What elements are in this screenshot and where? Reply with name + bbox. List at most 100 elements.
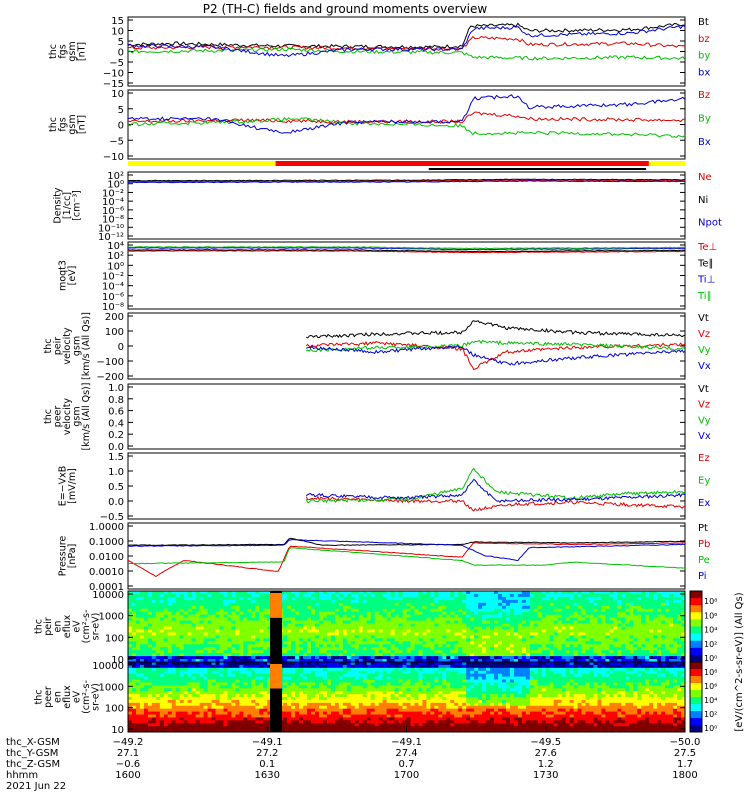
x-tick-value: 1800 <box>672 770 697 781</box>
colorbar-cell <box>690 683 702 691</box>
svg-text:moqt3: moqt3 <box>57 260 68 291</box>
x-row-label: hhmm <box>6 770 38 781</box>
x-tick-value: 1630 <box>255 770 280 781</box>
series-line-temp-3 <box>128 246 686 250</box>
y-tick-label: −10 <box>103 152 124 163</box>
colorbar-cell <box>690 598 702 606</box>
x-tick-value: 1730 <box>533 770 558 781</box>
y-tick-label: 1.0 <box>108 383 124 394</box>
y-tick-label: 0.5 <box>108 482 124 493</box>
y-tick-label: 10⁻⁴ <box>102 197 124 208</box>
y-tick-label: 10⁻⁶ <box>102 292 124 303</box>
spectrogram-cells <box>128 662 686 733</box>
panel-peir_spec: 10000 1000 100 10 thcpeirenefluxeV(cm²-s-sr-… <box>34 590 686 666</box>
series-line-fgs-0 <box>127 22 686 50</box>
colorbar-cell <box>690 612 702 620</box>
y-tick-label: 100 <box>105 327 124 338</box>
legend-efield-2: Ex <box>698 498 710 509</box>
legend-peer_vel-1: Vz <box>698 400 710 411</box>
x-tick-value: −50.0 <box>670 737 701 748</box>
series-line-peir_vel-3 <box>305 344 686 366</box>
legend-peir_vel-2: Vy <box>698 345 711 356</box>
svg-text:velocity: velocity <box>62 398 73 436</box>
x-row-label: thc_X-GSM <box>6 737 60 748</box>
svg-text:peer: peer <box>53 406 64 428</box>
y-tick-label: 1.5 <box>108 452 124 463</box>
svg-text:fgs: fgs <box>57 44 68 58</box>
y-tick-label: 15 <box>111 16 124 27</box>
y-tick-label: 10⁻⁸ <box>102 215 124 226</box>
y-tick-label: 10⁻² <box>102 188 124 199</box>
y-tick-label: 200 <box>105 312 124 323</box>
colorbar-cell <box>690 662 702 670</box>
legend-temp-0: Te⊥ <box>697 242 717 253</box>
legend-fgs-2: by <box>698 51 710 62</box>
y-tick-label: 0 <box>118 342 124 353</box>
y-tick-label: 10 <box>111 27 124 38</box>
y-tick-label: 10 <box>111 725 124 736</box>
legend-peer_vel-3: Vx <box>698 431 711 442</box>
x-tick-value: 0.1 <box>259 759 275 770</box>
x-row-label: thc_Z-GSM <box>6 759 60 770</box>
series-line-pressure-2 <box>127 547 686 569</box>
y-tick-label: −0.5 <box>100 512 124 523</box>
svg-text:Pressure: Pressure <box>57 536 68 577</box>
y-tick-label: 0.1000 <box>89 537 124 548</box>
series-line-fgs2-1 <box>127 116 686 138</box>
series-line-peir_vel-1 <box>305 340 686 371</box>
y-tick-label: 100 <box>105 633 124 644</box>
x-tick-value: 0.7 <box>399 759 415 770</box>
colorbar-label: [eV/(cm^2-s-sr-eV)] (All Qs) <box>734 592 745 731</box>
chart-title: P2 (TH-C) fields and ground moments over… <box>203 2 488 16</box>
svg-text:sr-eV): sr-eV) <box>91 613 102 641</box>
colorbar-cell <box>690 647 702 656</box>
y-tick-label: 1000 <box>99 682 124 693</box>
colorbar-tick: 10⁴ <box>704 696 717 705</box>
legend-density-1: Ni <box>698 195 708 206</box>
y-tick-label: 0 <box>118 121 124 132</box>
y-tick-label: −100 <box>97 357 124 368</box>
x-tick-value: −49.1 <box>252 737 283 748</box>
series-line-temp-0 <box>128 250 686 254</box>
svg-text:fgs: fgs <box>57 117 68 131</box>
y-tick-label: 10⁰ <box>107 261 124 272</box>
y-tick-label: 10⁻² <box>102 272 124 283</box>
colorbar-tick: 10² <box>704 710 717 719</box>
legend-peer_vel-0: Vt <box>698 384 709 395</box>
svg-text:eflux: eflux <box>62 614 73 638</box>
y-tick-label: 10² <box>107 171 124 182</box>
colorbar-cell <box>690 676 702 684</box>
x-tick-value: −49.5 <box>530 737 561 748</box>
colorbar-cell <box>690 725 702 733</box>
y-tick-label: −200 <box>97 372 124 383</box>
svg-text:eV: eV <box>72 620 83 633</box>
y-tick-label: 1.0 <box>108 467 124 478</box>
legend-fgs-3: bx <box>698 68 710 79</box>
svg-text:Density: Density <box>53 187 64 223</box>
y-tick-label: 0.0 <box>108 497 124 508</box>
y-tick-label: 10⁻¹⁰ <box>98 223 124 234</box>
x-tick-value: 1.7 <box>677 759 693 770</box>
y-tick-label: 0.0010 <box>89 567 124 578</box>
series-line-pressure-3 <box>127 538 686 562</box>
colorbar-tick: 10² <box>704 640 717 649</box>
series-line-peir_vel-0 <box>305 320 686 339</box>
svg-text:thc: thc <box>34 619 45 634</box>
series-line-efield-1 <box>305 467 686 504</box>
colorbar-tick: 10⁶ <box>704 611 717 620</box>
legend-fgs2-1: By <box>698 114 711 125</box>
svg-text:[mV/m]: [mV/m] <box>67 468 78 504</box>
y-tick-label: 10 <box>111 89 124 100</box>
y-tick-label: −10 <box>103 69 124 80</box>
svg-text:(cm²-s-: (cm²-s- <box>81 610 92 644</box>
y-tick-label: −5 <box>109 58 124 69</box>
y-tick-label: 0.2 <box>108 430 124 441</box>
y-tick-label: 10⁻⁸ <box>102 302 124 313</box>
svg-text:gsm: gsm <box>72 336 83 356</box>
x-tick-value: −0.6 <box>116 759 140 770</box>
legend-peir_vel-3: Vx <box>698 361 711 372</box>
